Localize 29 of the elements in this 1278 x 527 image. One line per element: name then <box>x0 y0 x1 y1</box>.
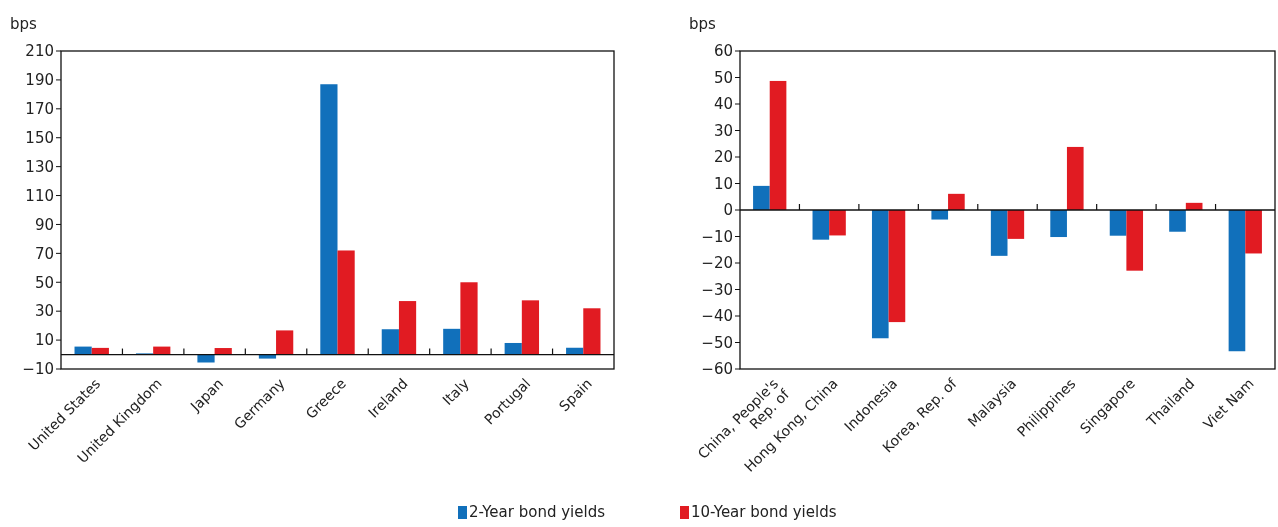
y-tick-label: 130 <box>25 157 54 176</box>
y-tick-label: 10 <box>713 174 733 193</box>
y-tick-label: −50 <box>701 333 733 352</box>
y-tick-label: 40 <box>713 95 733 114</box>
y-tick-label: 190 <box>25 71 54 90</box>
y-tick-label: 70 <box>34 244 54 263</box>
y-tick-label: −20 <box>701 254 733 273</box>
y-axis-title: bps <box>10 15 38 33</box>
y-tick-label: −30 <box>701 280 733 299</box>
y-tick-label: 60 <box>713 42 733 61</box>
y-tick-label: 170 <box>25 100 54 119</box>
y-tick-label: 110 <box>25 186 54 205</box>
y-tick-label: 50 <box>34 273 54 292</box>
y-tick-label: −40 <box>701 307 733 326</box>
legend-label: 10-Year bond yields <box>691 503 837 521</box>
y-tick-label: −10 <box>701 227 733 246</box>
y-axis-title: bps <box>689 15 717 33</box>
y-tick-label: −10 <box>22 360 54 379</box>
y-tick-label: −60 <box>701 360 733 379</box>
y-tick-label: 20 <box>713 148 733 167</box>
y-tick-label: 30 <box>713 121 733 140</box>
y-tick-label: 10 <box>34 331 54 350</box>
y-tick-label: 0 <box>723 201 733 220</box>
y-tick-label: 30 <box>34 302 54 321</box>
y-tick-label: 150 <box>25 128 54 147</box>
y-tick-label: 210 <box>25 42 54 61</box>
y-tick-label: 50 <box>713 68 733 87</box>
legend-label: 2-Year bond yields <box>469 503 606 521</box>
y-tick-label: 90 <box>34 215 54 234</box>
